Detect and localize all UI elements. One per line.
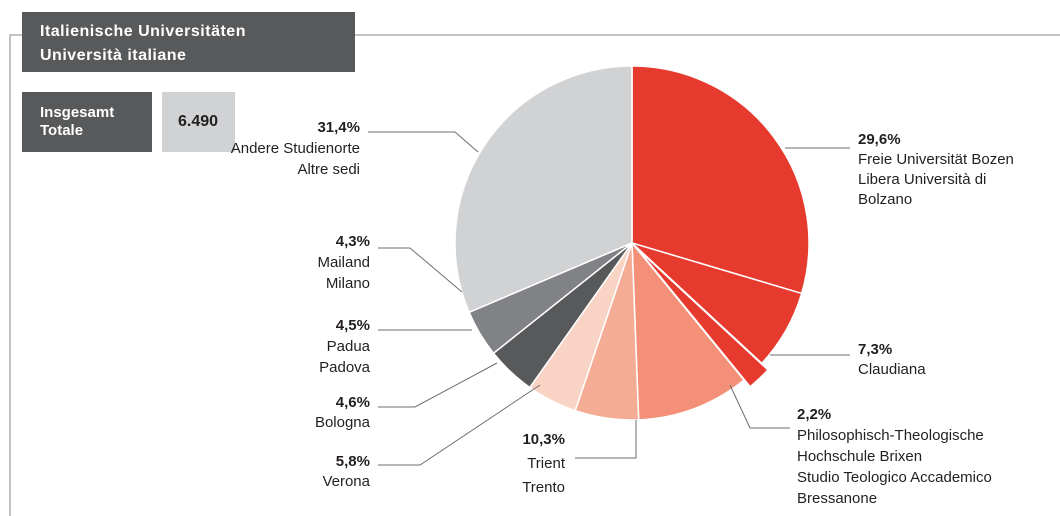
leader-line [378, 247, 463, 293]
category-label: Trento [522, 479, 565, 496]
pie-slice [631, 65, 810, 295]
leader-line [378, 362, 498, 408]
leader-line [378, 384, 541, 466]
frame [9, 34, 22, 516]
data-label: 4,6% [336, 394, 370, 411]
category-label: Bolzano [858, 191, 912, 208]
category-label: Padua [327, 338, 371, 355]
data-label: 2,2% [797, 406, 831, 423]
category-label: Bologna [315, 414, 371, 431]
total-label-box [22, 92, 152, 152]
category-label: Libera Università di [858, 171, 986, 188]
category-label: Freie Universität Bozen [858, 151, 1014, 168]
data-label: 4,3% [336, 233, 370, 250]
category-label: Andere Studienorte [231, 140, 360, 157]
data-label: 4,5% [336, 317, 370, 334]
category-label: Milano [326, 275, 370, 292]
pie-slice [631, 240, 746, 421]
leader-line [368, 131, 479, 153]
data-label: 5,8% [336, 453, 370, 470]
category-label: Trient [527, 455, 566, 472]
category-label: Verona [322, 473, 370, 490]
category-label: Padova [319, 359, 371, 376]
total-label: Insgesamt [40, 104, 114, 121]
category-label: Studio Teologico Accademico [797, 469, 992, 486]
total-value-box [162, 92, 235, 152]
data-label: 29,6% [858, 131, 901, 148]
header-box [22, 12, 355, 72]
category-label: Claudiana [858, 361, 926, 378]
total-value: 6.490 [178, 113, 218, 130]
category-label: Mailand [317, 254, 370, 271]
title: Università italiane [40, 47, 186, 64]
category-label: Philosophisch-Theologische [797, 427, 984, 444]
pie-slice [454, 65, 633, 314]
title: Italienische Universitäten [40, 23, 246, 40]
category-label: Bressanone [797, 490, 877, 507]
data-label: 7,3% [858, 341, 892, 358]
total-label: Totale [40, 122, 83, 139]
data-label: 10,3% [522, 431, 565, 448]
pie-slice [637, 249, 770, 388]
leader-line [729, 384, 790, 429]
leader-line [575, 420, 637, 459]
category-label: Altre sedi [297, 161, 360, 178]
category-label: Hochschule Brixen [797, 448, 922, 465]
data-label: 31,4% [317, 119, 360, 136]
